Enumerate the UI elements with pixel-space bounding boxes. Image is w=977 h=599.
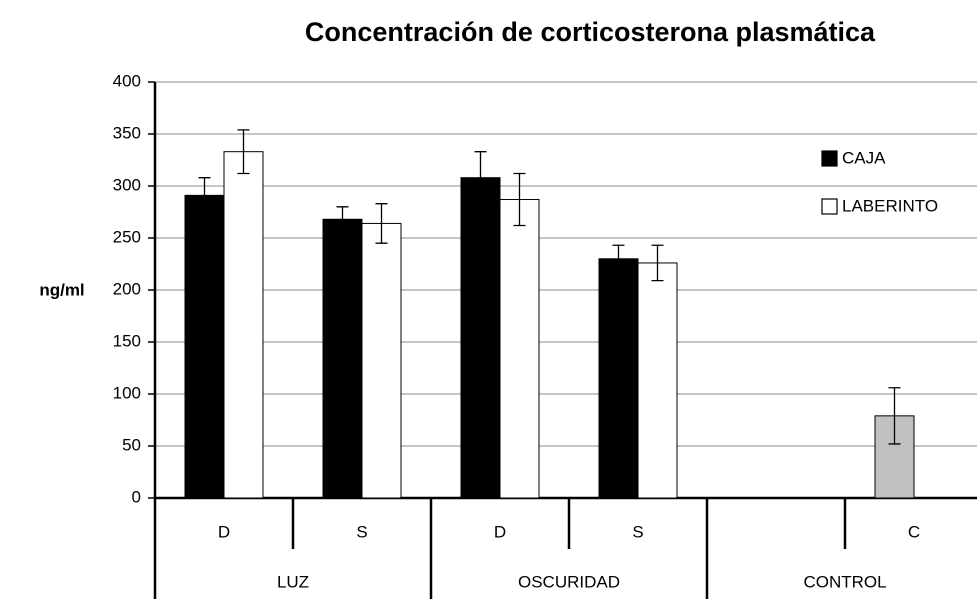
group-label: CONTROL bbox=[803, 572, 886, 591]
error-bar bbox=[198, 177, 211, 214]
legend-swatch bbox=[821, 150, 838, 167]
y-tick-label: 250 bbox=[113, 227, 141, 246]
error-bar bbox=[888, 387, 901, 445]
y-tick-label: 200 bbox=[113, 279, 141, 298]
y-tick-label: 400 bbox=[113, 71, 141, 90]
chart-title: Concentración de corticosterona plasmáti… bbox=[305, 17, 876, 47]
bar bbox=[223, 151, 264, 499]
error-bar bbox=[375, 203, 388, 244]
x-tick-label: D bbox=[494, 522, 506, 541]
bar bbox=[184, 194, 225, 499]
legend-label: CAJA bbox=[842, 148, 886, 167]
x-tick-label: C bbox=[908, 522, 920, 541]
bar bbox=[460, 177, 501, 499]
x-tick-label: S bbox=[632, 522, 643, 541]
group-label: LUZ bbox=[277, 572, 309, 591]
group-label: OSCURIDAD bbox=[518, 572, 620, 591]
bar bbox=[361, 222, 402, 499]
y-tick-label: 300 bbox=[113, 175, 141, 194]
error-bar bbox=[237, 129, 250, 175]
error-bar bbox=[474, 151, 487, 205]
y-tick-label: 0 bbox=[132, 487, 141, 506]
y-tick-label: 50 bbox=[122, 435, 141, 454]
legend-label: LABERINTO bbox=[842, 196, 938, 215]
bar bbox=[598, 258, 639, 499]
y-tick-label: 350 bbox=[113, 123, 141, 142]
y-tick-label: 100 bbox=[113, 383, 141, 402]
legend-swatch bbox=[821, 198, 838, 215]
error-bar bbox=[513, 172, 526, 227]
bar bbox=[499, 199, 540, 499]
x-tick-label: S bbox=[356, 522, 367, 541]
y-tick-label: 150 bbox=[113, 331, 141, 350]
error-bar bbox=[336, 206, 349, 233]
error-bar bbox=[651, 244, 664, 282]
y-axis-label: ng/ml bbox=[39, 280, 84, 299]
error-bar bbox=[612, 244, 625, 273]
bar bbox=[637, 262, 678, 499]
bar bbox=[322, 218, 363, 499]
x-tick-label: D bbox=[218, 522, 230, 541]
